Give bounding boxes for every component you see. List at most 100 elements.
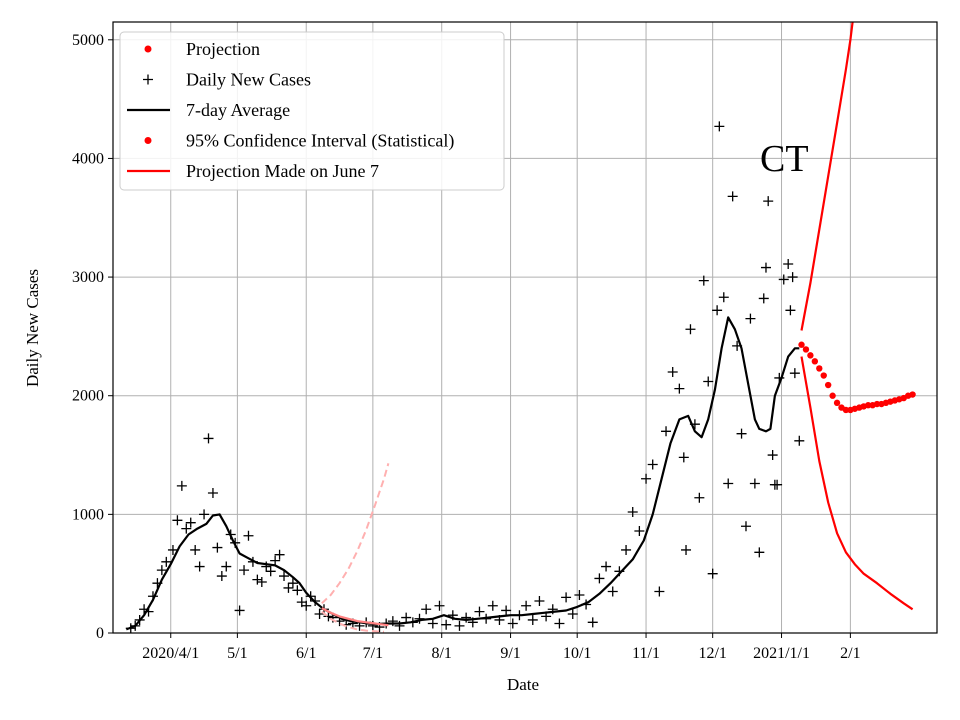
daily-new-cases-point <box>323 611 334 622</box>
daily-new-cases-point <box>501 605 512 616</box>
projection-made-on-june-7-line <box>321 607 389 627</box>
y-tick-label: 5000 <box>72 32 104 49</box>
daily-new-cases-point <box>279 571 290 582</box>
legend-label-7-day-average: 7-day Average <box>186 100 290 120</box>
95-confidence-interval-statistical-lower-line <box>800 356 914 611</box>
daily-new-cases-point <box>794 435 805 446</box>
daily-new-cases-point <box>681 544 692 555</box>
daily-new-cases-point <box>252 574 263 585</box>
daily-new-cases-point <box>387 616 398 627</box>
daily-new-cases-point <box>265 566 276 577</box>
daily-new-cases-point <box>274 549 285 560</box>
legend-box <box>119 31 505 191</box>
projection-made-on-june-7-upper-line <box>321 463 390 605</box>
daily-new-cases-point <box>292 585 303 596</box>
projection-point <box>811 358 819 365</box>
x-tick-label: 2021/1/1 <box>753 645 810 662</box>
projection-point <box>798 341 805 348</box>
daily-new-cases-point <box>712 305 723 316</box>
projection-point <box>820 372 827 379</box>
daily-new-cases-point <box>594 573 605 584</box>
daily-new-cases-point <box>714 121 725 132</box>
projection-point <box>873 400 881 408</box>
daily-new-cases-point <box>723 478 734 489</box>
daily-new-cases-point <box>190 544 201 555</box>
daily-new-cases-point <box>789 368 800 379</box>
daily-new-cases-point <box>172 515 183 526</box>
projection-point <box>802 346 810 353</box>
projection-point <box>833 399 841 407</box>
daily-new-cases-point <box>401 612 412 623</box>
daily-new-cases-point <box>167 544 178 555</box>
daily-new-cases-point <box>161 556 172 567</box>
y-tick-label: 3000 <box>72 269 104 286</box>
7-day-average-line <box>125 316 800 631</box>
daily-new-cases-point <box>574 590 585 601</box>
daily-new-cases-point <box>156 565 167 576</box>
x-tick-label: 2/1 <box>840 645 860 662</box>
daily-new-cases-point <box>621 544 632 555</box>
x-tick-label: 11/1 <box>632 645 660 662</box>
x-tick-label: 6/1 <box>296 645 316 662</box>
daily-new-cases-point <box>314 609 325 620</box>
x-tick-label: 12/1 <box>698 645 726 662</box>
daily-new-cases-point <box>758 293 769 304</box>
daily-new-cases-point <box>783 259 794 270</box>
projection-point <box>909 391 916 398</box>
daily-new-cases-point <box>763 196 774 207</box>
daily-new-cases-point <box>176 480 187 491</box>
daily-new-cases-point <box>203 433 214 444</box>
daily-new-cases-point <box>185 517 196 528</box>
daily-new-cases-point <box>674 383 685 394</box>
legend-label-projection-made-on-june-7: Projection Made on June 7 <box>186 161 379 181</box>
daily-new-cases-point <box>507 618 518 629</box>
legend-swatch-95-confidence-interval-statistical <box>144 137 152 144</box>
projection-point <box>842 406 850 414</box>
daily-new-cases-point <box>767 450 778 461</box>
legend-label-daily-new-cases: Daily New Cases <box>186 70 311 90</box>
y-tick-label: 4000 <box>72 150 104 167</box>
daily-new-cases-point <box>199 509 210 520</box>
daily-new-cases-point <box>487 600 498 611</box>
daily-new-cases-point <box>216 571 227 582</box>
daily-new-cases-point <box>181 523 192 534</box>
daily-new-cases-point <box>667 366 678 377</box>
daily-new-cases-point <box>707 568 718 579</box>
daily-new-cases-point <box>778 274 789 285</box>
projection-point <box>816 365 823 372</box>
daily-new-cases-point <box>474 606 485 617</box>
daily-new-cases-point <box>678 452 689 463</box>
legend-swatch-projection <box>144 45 152 53</box>
projection-point <box>864 402 872 409</box>
daily-new-cases-point <box>283 582 294 593</box>
daily-new-cases-point <box>749 478 760 489</box>
projection-point <box>807 352 814 359</box>
projection-point <box>829 392 836 399</box>
axis-ticks: 2020/4/1 5/1 6/1 7/1 8/1 9/1 10/1 11/1 12/1 2021/… <box>72 32 861 662</box>
plot-frame <box>112 21 938 634</box>
chart-annotation: CT <box>760 138 809 180</box>
daily-new-cases-point <box>212 542 223 553</box>
daily-new-cases-point <box>685 324 696 335</box>
daily-new-cases-point <box>587 617 598 628</box>
daily-new-cases-point <box>694 492 705 503</box>
daily-new-cases-point <box>554 618 565 629</box>
daily-new-cases-point <box>601 561 612 572</box>
daily-new-cases-point <box>627 506 638 517</box>
legend: Projection Daily New Cases 7-day Average 95… <box>119 31 505 191</box>
legend-swatch-daily-new-cases <box>143 74 153 85</box>
daily-new-cases-point <box>527 614 538 625</box>
daily-new-cases-point <box>561 592 572 603</box>
daily-new-cases-point <box>243 530 254 541</box>
daily-new-cases-point <box>194 561 205 572</box>
daily-new-cases-point <box>760 262 771 273</box>
daily-new-cases-point <box>421 604 432 615</box>
x-axis-label: Date <box>507 675 539 694</box>
x-tick-label: 2020/4/1 <box>142 645 199 662</box>
daily-new-cases-point <box>434 600 445 611</box>
daily-new-cases-point <box>607 586 618 597</box>
daily-new-cases-point <box>661 426 672 437</box>
y-tick-label: 1000 <box>72 506 104 523</box>
daily-new-cases-point <box>521 600 532 611</box>
daily-new-cases-point <box>754 547 765 558</box>
